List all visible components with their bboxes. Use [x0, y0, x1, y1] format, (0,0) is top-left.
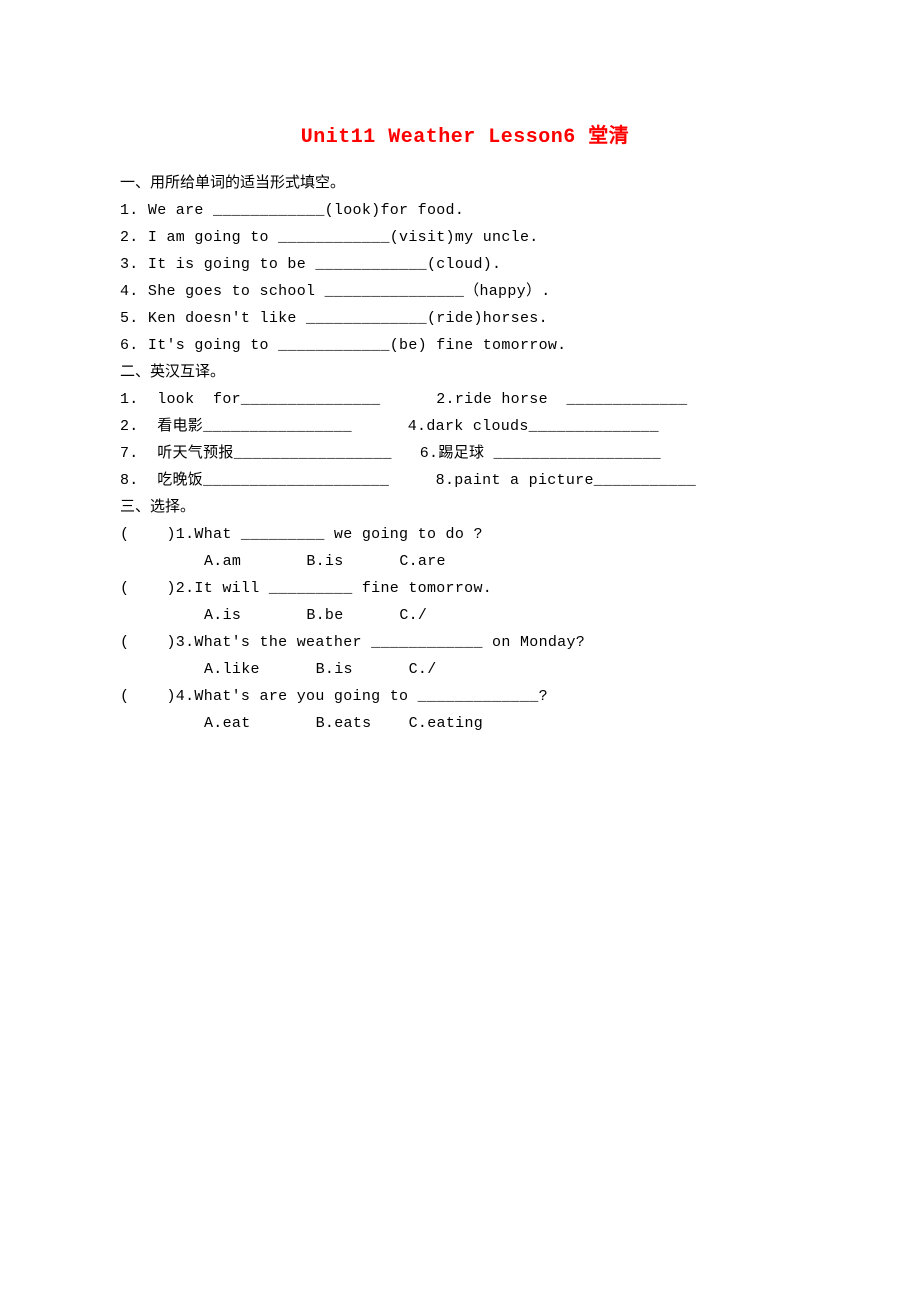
section3-header: 三、选择。	[120, 494, 810, 521]
s1-item-1: 1. We are ____________(look)for food.	[120, 197, 810, 224]
s1-item-2: 2. I am going to ____________(visit)my u…	[120, 224, 810, 251]
s3-q4-opts: A.eat B.eats C.eating	[120, 710, 810, 737]
s3-q1-opts: A.am B.is C.are	[120, 548, 810, 575]
s2-item-4: 8. 吃晚饭____________________ 8.paint a pic…	[120, 467, 810, 494]
s2-item-3: 7. 听天气预报_________________ 6.踢足球 ________…	[120, 440, 810, 467]
section1-header: 一、用所给单词的适当形式填空。	[120, 170, 810, 197]
s3-q1: ( )1.What _________ we going to do ?	[120, 521, 810, 548]
s1-item-3: 3. It is going to be ____________(cloud)…	[120, 251, 810, 278]
s3-q2-opts: A.is B.be C./	[120, 602, 810, 629]
s1-item-6: 6. It's going to ____________(be) fine t…	[120, 332, 810, 359]
s3-q3-opts: A.like B.is C./	[120, 656, 810, 683]
s3-q3: ( )3.What's the weather ____________ on …	[120, 629, 810, 656]
s3-q4: ( )4.What's are you going to ___________…	[120, 683, 810, 710]
s1-item-4: 4. She goes to school _______________（ha…	[120, 278, 810, 305]
section2-header: 二、英汉互译。	[120, 359, 810, 386]
s2-item-2: 2. 看电影________________ 4.dark clouds____…	[120, 413, 810, 440]
s3-q2: ( )2.It will _________ fine tomorrow.	[120, 575, 810, 602]
s1-item-5: 5. Ken doesn't like _____________(ride)h…	[120, 305, 810, 332]
s2-item-1: 1. look for_______________ 2.ride horse …	[120, 386, 810, 413]
worksheet-title: Unit11 Weather Lesson6 堂清	[120, 120, 810, 156]
